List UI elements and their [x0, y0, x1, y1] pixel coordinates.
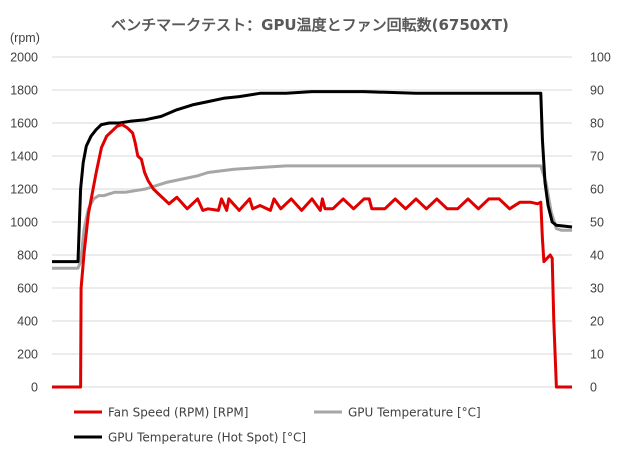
left-tick-label: 1800	[10, 84, 38, 98]
left-tick-label: 1000	[10, 216, 38, 230]
right-tick-label: 80	[590, 117, 604, 131]
left-tick-label: 1600	[10, 117, 38, 131]
right-tick-label: 20	[590, 315, 604, 329]
right-tick-label: 70	[590, 150, 604, 164]
series-line-gpu-temperature-c	[52, 164, 572, 270]
right-tick-label: 60	[590, 183, 604, 197]
right-tick-label: 90	[590, 84, 604, 98]
legend-label: GPU Temperature [°C]	[348, 406, 481, 420]
left-tick-label: 200	[17, 348, 38, 362]
left-tick-label: 800	[17, 249, 38, 263]
legend: Fan Speed (RPM) [RPM] GPU Temperature [°C…	[74, 406, 481, 445]
chart-title: ベンチマークテスト：GPU温度とファン回転数(6750XT)	[111, 16, 509, 34]
left-tick-label: 0	[31, 381, 38, 395]
right-tick-label: 10	[590, 348, 604, 362]
left-tick-label: 400	[17, 315, 38, 329]
left-tick-label: 2000	[10, 51, 38, 65]
right-tick-label: 30	[590, 282, 604, 296]
right-tick-label: 50	[590, 216, 604, 230]
y-axis-unit-label: (rpm)	[10, 31, 40, 45]
left-tick-label: 600	[17, 282, 38, 296]
gridlines	[52, 56, 572, 388]
right-tick-label: 100	[590, 51, 611, 65]
legend-label: GPU Temperature (Hot Spot) [°C]	[108, 431, 306, 445]
series-lines	[52, 90, 573, 389]
right-tick-label: 0	[590, 381, 597, 395]
series-line-gpu-temperature-hot-spot-c	[52, 90, 573, 264]
left-tick-label: 1200	[10, 183, 38, 197]
legend-label: Fan Speed (RPM) [RPM]	[108, 406, 248, 420]
left-tick-label: 1400	[10, 150, 38, 164]
right-axis-ticks: 0 10 20 30 40 50 60 70 80 90 100	[590, 51, 611, 395]
left-axis-ticks: 0 200 400 600 800 1000 1200 1400 1600 1800 2000	[10, 51, 38, 395]
series-line-fan-speed-rpm-rpm	[52, 123, 572, 389]
right-tick-label: 40	[590, 249, 604, 263]
